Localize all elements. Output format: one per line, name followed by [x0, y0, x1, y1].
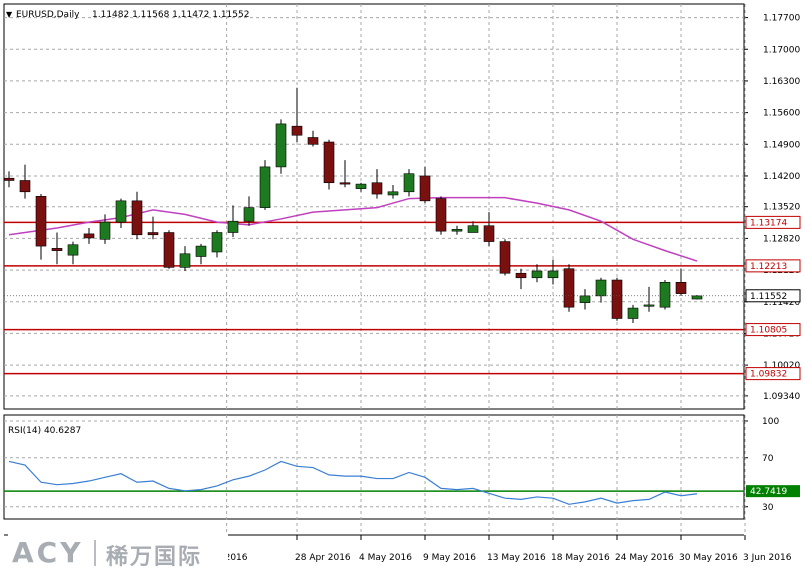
candle-body [339, 182, 351, 185]
candle-body [467, 225, 479, 233]
price-tick-label: 1.14200 [763, 172, 800, 182]
time-tick-label: 18 May 2016 [551, 553, 610, 563]
candle-body [243, 207, 255, 222]
acy-logo-watermark: ACY 稀万国际 [8, 532, 228, 572]
candle-body [131, 200, 143, 236]
level-tag-label: 1.13174 [750, 218, 787, 228]
candle-body [595, 279, 607, 297]
time-tick-label: 2016 [225, 553, 248, 563]
rsi-tick-label: 70 [762, 454, 774, 464]
candle-body [147, 232, 159, 236]
level-tag-box [745, 259, 801, 273]
candle-body [691, 295, 703, 300]
candle-body [227, 220, 239, 233]
candle-body [179, 253, 191, 268]
time-tick-label: 28 Apr 2016 [295, 553, 351, 563]
candle-body [51, 248, 63, 251]
current-price-label: 1.11552 [750, 292, 787, 302]
candle-body [99, 221, 111, 240]
price-tick-label: 1.17700 [763, 14, 800, 24]
candle-body [211, 232, 223, 253]
level-tag-label: 1.12213 [750, 262, 787, 272]
time-tick-label: 4 May 2016 [359, 553, 412, 563]
candle-body [35, 196, 47, 247]
rsi-panel-frame [3, 414, 745, 520]
main-panel-frame [3, 3, 745, 410]
candle-body [419, 175, 431, 202]
candle-body [547, 270, 559, 279]
candle-body [451, 229, 463, 232]
price-tick-label: 1.15600 [763, 109, 800, 119]
candle-body [291, 125, 303, 136]
rsi-line [8, 460, 698, 505]
price-tick-label: 1.16300 [763, 77, 800, 87]
candle-body [435, 198, 447, 232]
price-tick-label: 1.11420 [763, 298, 800, 308]
ohlc-label: 1.11482 1.11568 1.11472 1.11552 [92, 10, 249, 20]
candle-body [563, 268, 575, 308]
symbol-label: EURUSD,Daily [16, 10, 80, 20]
candle-body [83, 233, 95, 239]
candle-body [371, 182, 383, 195]
rsi-level-tag-box [746, 485, 800, 498]
rsi-tick-label: 30 [762, 503, 774, 513]
candle-body [163, 232, 175, 268]
level-tag-box [745, 215, 801, 229]
time-tick-label: 9 May 2016 [423, 553, 476, 563]
price-tick-label: 1.09340 [763, 392, 800, 402]
candle-body [195, 245, 207, 257]
candle-body [499, 241, 511, 274]
candle-body [355, 183, 367, 189]
candle-body [259, 166, 271, 208]
rsi-tick-label: 100 [762, 417, 779, 427]
dropdown-arrow-icon: ▼ [6, 10, 13, 19]
price-tick-label: 1.14900 [763, 140, 800, 150]
candle-body [611, 279, 623, 319]
rsi-level-tag-label: 42.7419 [750, 487, 787, 497]
candle-body [307, 137, 319, 145]
candle-body [387, 191, 399, 196]
candle-body [115, 200, 127, 223]
candle-body [643, 304, 655, 307]
time-tick-label: 3 Jun 2016 [743, 553, 792, 563]
logo-separator [94, 540, 96, 566]
time-tick-label: 30 May 2016 [679, 553, 738, 563]
logo-chinese: 稀万国际 [106, 545, 203, 570]
price-tick-label: 1.12820 [763, 234, 800, 244]
level-tag-label: 1.09832 [750, 370, 787, 380]
candle-body [515, 272, 527, 279]
candle-body [323, 141, 335, 184]
candle-body [531, 270, 543, 279]
rsi-label: RSI(14) 40.6287 [8, 426, 81, 436]
candle-body [675, 281, 687, 294]
level-tag-box [745, 323, 801, 337]
level-tag-label: 1.10805 [750, 326, 787, 336]
logo-brand: ACY [12, 536, 84, 569]
time-tick-label: 24 May 2016 [615, 553, 674, 563]
level-tag-box [745, 367, 801, 381]
candle-body [627, 307, 639, 319]
candle-body [3, 177, 15, 181]
price-tick-label: 1.10020 [763, 361, 800, 371]
candle-body [483, 225, 495, 242]
candle-body [67, 244, 79, 256]
current-price-box [745, 289, 801, 303]
price-tick-label: 1.13520 [763, 203, 800, 213]
time-tick-label: 13 May 2016 [487, 553, 546, 563]
candle-body [403, 173, 415, 193]
candle-body [579, 295, 591, 303]
candle-body [19, 180, 31, 193]
price-tick-label: 1.17000 [763, 45, 800, 55]
candle-body [275, 123, 287, 168]
candle-body [659, 281, 671, 308]
